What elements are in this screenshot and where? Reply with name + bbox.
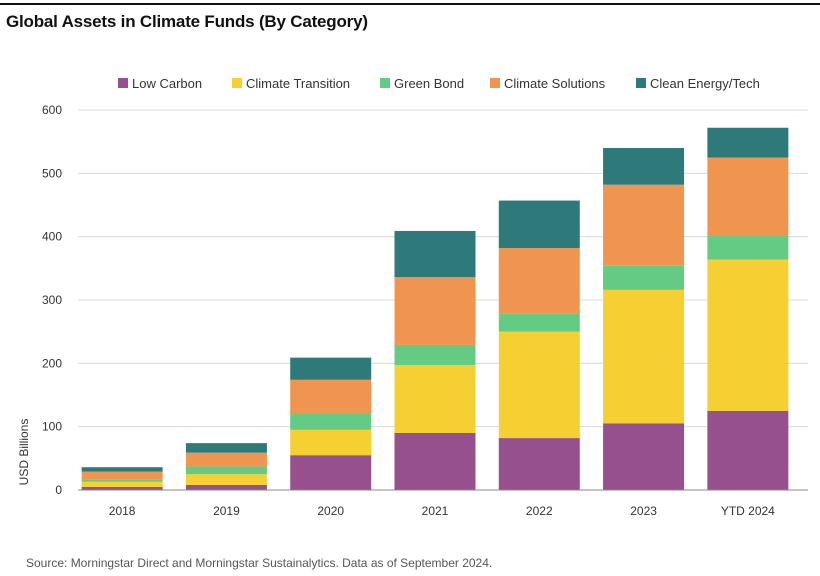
legend-swatch <box>232 78 242 88</box>
bar-segment-climate-solutions <box>290 379 372 414</box>
x-tick-label: 2023 <box>630 504 657 518</box>
x-tick-label: 2018 <box>109 504 136 518</box>
x-tick-label: YTD 2024 <box>721 504 775 518</box>
bar-segment-climate-solutions <box>81 471 163 480</box>
bar-segment-green-bond <box>394 344 476 366</box>
bar-segment-low-carbon <box>498 438 580 490</box>
bar-segment-low-carbon <box>185 484 267 490</box>
y-tick-label: 400 <box>42 230 62 244</box>
chart-title: Global Assets in Climate Funds (By Categ… <box>6 12 368 31</box>
y-tick-label: 300 <box>42 293 62 307</box>
x-tick-label: 2022 <box>526 504 553 518</box>
bar-segment-green-bond <box>290 414 372 430</box>
y-tick-label: 0 <box>55 483 62 497</box>
bar-segment-climate-solutions <box>603 184 685 266</box>
bar-segment-climate-transition <box>185 474 267 485</box>
legend-swatch <box>636 78 646 88</box>
legend-label: Clean Energy/Tech <box>650 76 760 91</box>
bar-segment-clean-energy-tech <box>290 357 372 380</box>
bar-segment-climate-solutions <box>707 157 789 237</box>
legend-label: Low Carbon <box>132 76 202 91</box>
legend-label: Green Bond <box>394 76 464 91</box>
y-axis-label: USD Billions <box>17 419 31 486</box>
bar-segment-green-bond <box>498 313 580 332</box>
bar-segment-green-bond <box>185 466 267 475</box>
bar-segment-clean-energy-tech <box>603 148 685 185</box>
bar-segment-climate-transition <box>707 259 789 411</box>
top-rule <box>0 3 820 5</box>
y-tick-label: 600 <box>42 103 62 117</box>
bar-segment-clean-energy-tech <box>394 230 476 278</box>
y-tick-label: 100 <box>42 420 62 434</box>
bar-segment-low-carbon <box>394 433 476 490</box>
legend-label: Climate Transition <box>246 76 350 91</box>
legend-swatch <box>490 78 500 88</box>
bar-segment-green-bond <box>81 479 163 482</box>
legend-swatch <box>380 78 390 88</box>
bar-segment-low-carbon <box>603 423 685 490</box>
bar-segment-climate-solutions <box>394 277 476 345</box>
y-tick-label: 200 <box>42 356 62 370</box>
bar-segment-climate-transition <box>394 365 476 433</box>
legend-label: Climate Solutions <box>504 76 606 91</box>
bar-segment-green-bond <box>707 236 789 260</box>
legend-swatch <box>118 78 128 88</box>
bar-segment-climate-solutions <box>185 452 267 467</box>
bar-segment-climate-transition <box>81 481 163 487</box>
bar-segment-clean-energy-tech <box>81 467 163 472</box>
x-tick-label: 2021 <box>422 504 449 518</box>
bar-segment-low-carbon <box>81 486 163 490</box>
bar-segment-clean-energy-tech <box>185 443 267 453</box>
bar-segment-climate-transition <box>603 289 685 424</box>
x-tick-label: 2020 <box>317 504 344 518</box>
bar-segment-clean-energy-tech <box>498 200 580 249</box>
bar-segment-clean-energy-tech <box>707 127 789 158</box>
bar-segment-climate-solutions <box>498 248 580 314</box>
bar-segment-low-carbon <box>707 410 789 490</box>
bar-segment-climate-transition <box>290 429 372 456</box>
bar-segment-low-carbon <box>290 455 372 490</box>
source-note: Source: Morningstar Direct and Morningst… <box>26 556 493 570</box>
x-tick-label: 2019 <box>213 504 240 518</box>
y-tick-label: 500 <box>42 166 62 180</box>
bar-segment-green-bond <box>603 265 685 290</box>
bar-segment-climate-transition <box>498 331 580 439</box>
